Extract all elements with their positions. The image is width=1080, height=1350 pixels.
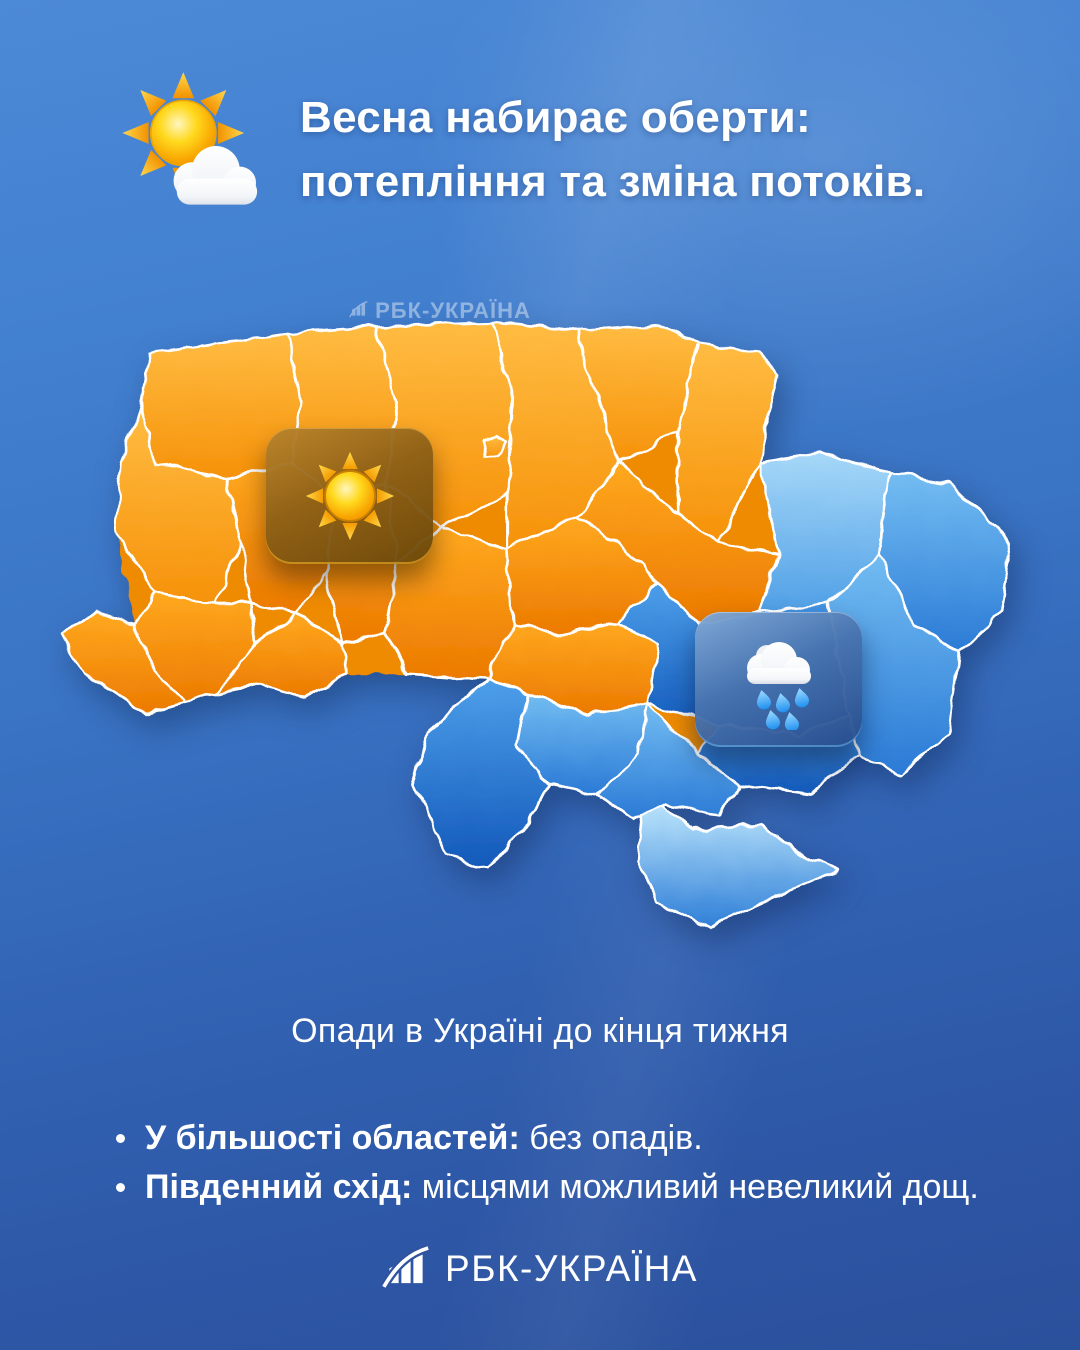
forecast-bullets: У більшості областей: без опадів. Півден…: [116, 1114, 979, 1212]
region-poltava: [576, 461, 780, 625]
rbc-logo-icon: [349, 300, 368, 323]
bullet-lead: Південний схід:: [145, 1168, 413, 1206]
watermark-brand: РБК-УКРАЇНА: [375, 298, 531, 323]
map-caption: Опади в Україні до кінця тижня: [291, 1012, 789, 1050]
sunny-weather-badge: [266, 428, 433, 564]
region-zakarpattia: [58, 612, 188, 716]
footer-brand: РБК-УКРАЇНА: [445, 1248, 698, 1289]
bullet-dot: [116, 1183, 125, 1192]
title-line-1: Весна набирає оберти:: [300, 93, 811, 142]
region-kherson: [596, 702, 740, 821]
page-title: Весна набирає оберти: потепління та змін…: [300, 86, 925, 214]
bullet-text: місцями можливий невеликий дощ.: [412, 1168, 979, 1206]
rain-weather-badge: [695, 612, 862, 747]
region-crimea: [636, 805, 841, 929]
bullet-southeast: Південний схід: місцями можливий невелик…: [116, 1163, 979, 1212]
sun-behind-cloud-icon: [116, 70, 268, 222]
rain-cloud-icon: [746, 641, 811, 730]
ukraine-weather-map: [58, 320, 1012, 929]
region-kyiv-city: [480, 433, 508, 458]
bullet-lead: У більшості областей:: [145, 1119, 520, 1157]
footer-logo: РБК-УКРАЇНА: [0, 1244, 1080, 1294]
bullet-most-regions: У більшості областей: без опадів.: [116, 1114, 979, 1163]
title-line-2: потепління та зміна потоків.: [300, 157, 926, 206]
region-chernivtsi: [214, 612, 348, 701]
region-sumy: [676, 340, 780, 545]
bullet-text: без опадів.: [519, 1119, 703, 1157]
bullet-dot: [116, 1134, 125, 1143]
region-odesa: [410, 677, 549, 871]
sun-icon: [305, 451, 394, 541]
rbc-logo-icon: [380, 1244, 430, 1294]
region-kirovohrad: [485, 622, 660, 716]
